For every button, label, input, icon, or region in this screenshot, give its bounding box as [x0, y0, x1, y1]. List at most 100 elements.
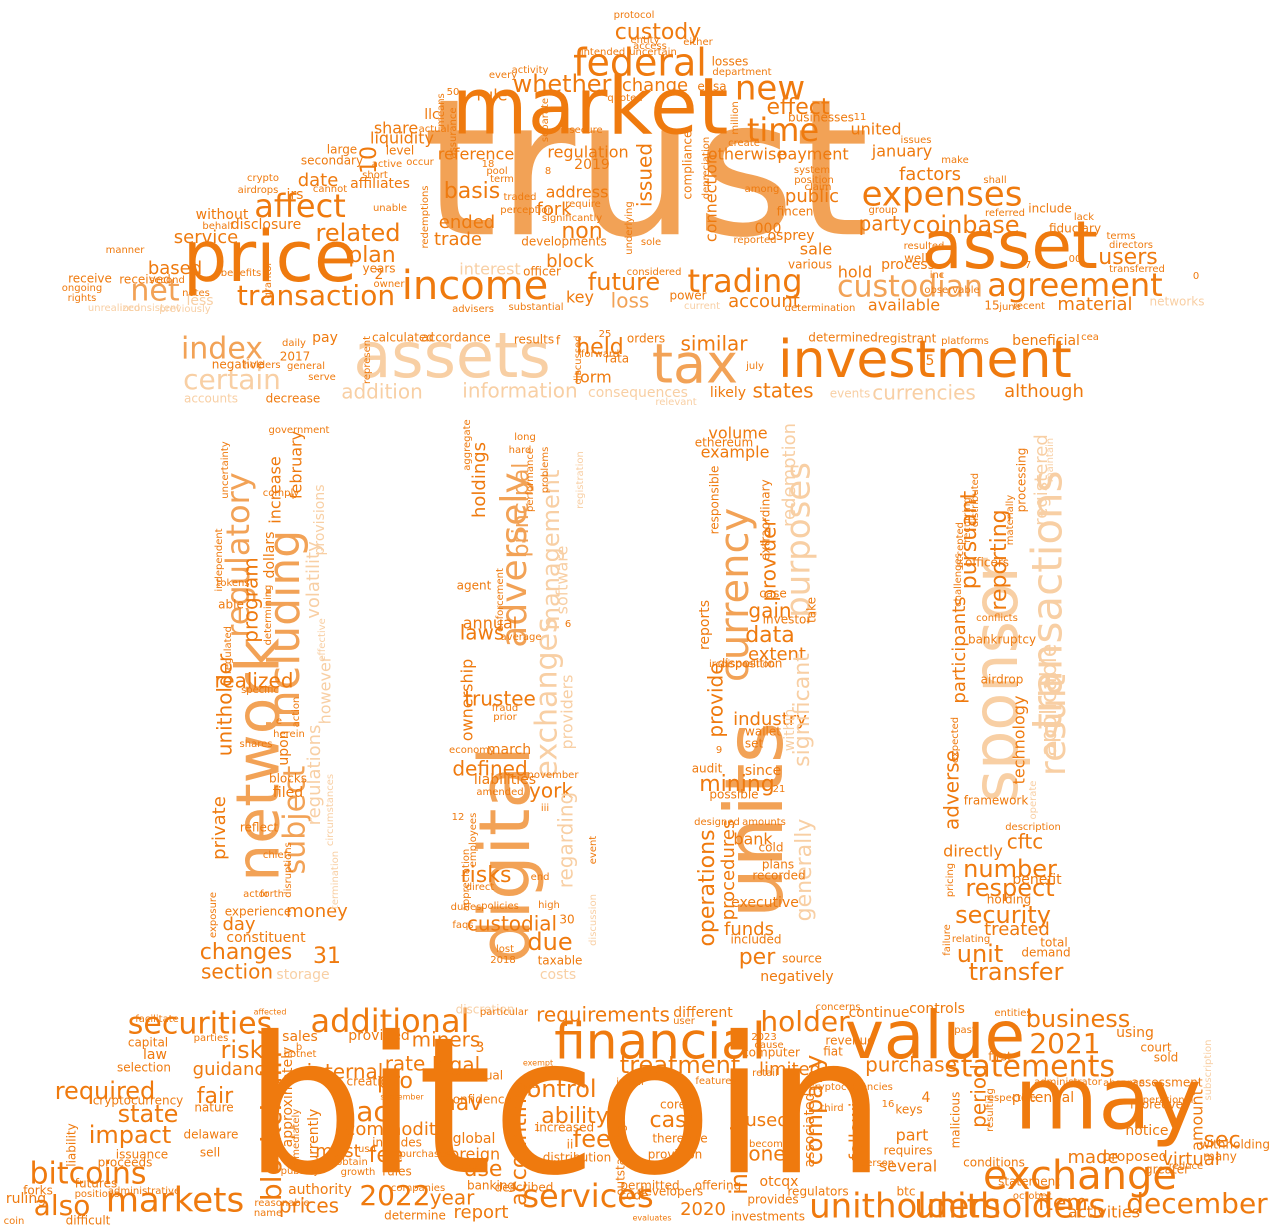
word-storage: storage	[276, 967, 329, 983]
word-various: various	[788, 258, 832, 272]
word-fair: fair	[197, 1084, 234, 1109]
word-amended: amended	[476, 787, 523, 798]
word-one: one	[748, 1142, 785, 1166]
word-disposition: disposition	[718, 657, 783, 671]
word-currently: currently	[306, 1109, 322, 1172]
word-holders: holders	[243, 360, 280, 371]
word-btc: btc	[897, 1185, 916, 1199]
word-large: large	[327, 143, 357, 157]
word-long: long	[514, 432, 536, 443]
word-changes: changes	[200, 940, 292, 965]
word-determination: determination	[785, 303, 856, 314]
word-fraud: fraud	[492, 703, 518, 714]
word-reporting: reporting	[987, 509, 1012, 610]
word-sale: sale	[800, 240, 832, 259]
word-effective: effective	[317, 618, 328, 661]
word-payment: payment	[777, 145, 848, 164]
word-confidence: confidence	[446, 1093, 512, 1107]
word-data: data	[745, 623, 795, 648]
word-per: per	[739, 945, 777, 970]
word-foreign: foreign	[444, 1145, 500, 1164]
word-conflicts: conflicts	[976, 613, 1018, 624]
word-treated: treated	[984, 919, 1050, 940]
word-quoted: quoted	[607, 93, 642, 104]
word-constituent: constituent	[226, 930, 306, 946]
word-amount: amount	[1188, 1089, 1207, 1151]
word-9: 9	[716, 745, 722, 756]
word-e: e	[276, 716, 282, 727]
word-january: january	[871, 142, 932, 161]
word-operate: operate	[1028, 781, 1039, 820]
word-high: high	[538, 900, 560, 911]
word-including: including	[259, 530, 310, 730]
word-holder: holder	[760, 1005, 850, 1038]
word-legal: legal	[432, 1053, 480, 1077]
word-laws: laws	[460, 621, 505, 645]
word-transactions: transactions	[1023, 470, 1072, 729]
word-determining: determining	[263, 585, 274, 646]
word-access: access	[633, 41, 667, 52]
word-8: 8	[545, 166, 551, 177]
word-pro: pro	[377, 1069, 413, 1094]
word-decrease: decrease	[266, 392, 321, 406]
word-exchanges: exchanges	[530, 617, 565, 778]
word-provides: provides	[747, 1193, 798, 1207]
word-based: based	[148, 258, 202, 279]
word-activities: activities	[1068, 1203, 1140, 1222]
word-2023: 2023	[751, 1032, 776, 1043]
word-rate: rate	[385, 1052, 426, 1076]
word-participants: participants	[949, 596, 970, 703]
word-result: result	[1033, 674, 1074, 776]
word-controls: controls	[909, 1001, 965, 1017]
word-virtual: virtual	[1162, 1149, 1220, 1170]
word-50: 50	[447, 87, 460, 98]
word-active: active	[372, 159, 402, 170]
word-ircdisposition: ircdisposition	[709, 659, 775, 670]
word-affiliates: affiliates	[350, 176, 410, 192]
word-selection: selection	[117, 1061, 171, 1075]
word-million: million	[730, 101, 741, 134]
word-owner: owner	[374, 279, 406, 290]
word-loss: loss	[611, 289, 650, 313]
word-states: states	[752, 379, 813, 403]
word-transfer: transfer	[969, 958, 1064, 986]
word-additional: additional	[311, 1002, 470, 1040]
word-directors: directors	[1109, 240, 1153, 251]
word-immediately: immediately	[291, 1109, 302, 1172]
word-distribution: distribution	[543, 1151, 611, 1165]
word-used: used	[745, 1110, 788, 1131]
word-section: section	[201, 960, 273, 984]
word-12: 12	[452, 812, 465, 823]
word-also: also	[34, 1189, 91, 1222]
word-rata: rata	[605, 352, 629, 366]
word-due: due	[527, 928, 572, 956]
word-however: however	[316, 655, 335, 724]
word-affect: affect	[254, 187, 345, 225]
word-inconsistent: inconsistent	[120, 303, 181, 314]
word-every: every	[489, 70, 517, 81]
word-court: court	[1140, 1041, 1171, 1055]
word-cause: cause	[754, 1040, 783, 1051]
word-purchases: purchases	[399, 1149, 450, 1160]
word-increase: increase	[266, 456, 285, 523]
word-issued: issued	[633, 143, 657, 207]
word-benefits: benefits	[221, 268, 261, 279]
word-united: united	[851, 120, 902, 139]
word-grantor: grantor	[263, 261, 274, 299]
word-fork: fork	[536, 199, 572, 220]
word-advisers: advisers	[452, 304, 494, 315]
word-ongoing: ongoing	[62, 283, 102, 294]
word-2021: 2021	[1029, 1027, 1100, 1060]
word-hard: hard	[509, 445, 532, 456]
word-registration: registration	[575, 451, 586, 509]
word-absence: absence	[1103, 1078, 1145, 1089]
word-negatively: negatively	[760, 969, 833, 985]
word-without: without	[196, 207, 249, 223]
word-dollars: dollars	[262, 532, 278, 579]
word-perception: perception	[500, 205, 554, 216]
word-11: 11	[854, 112, 867, 123]
word-gain: gain	[748, 599, 791, 623]
word-operational: operational	[1137, 1095, 1194, 1106]
word-global: global	[453, 1131, 496, 1147]
